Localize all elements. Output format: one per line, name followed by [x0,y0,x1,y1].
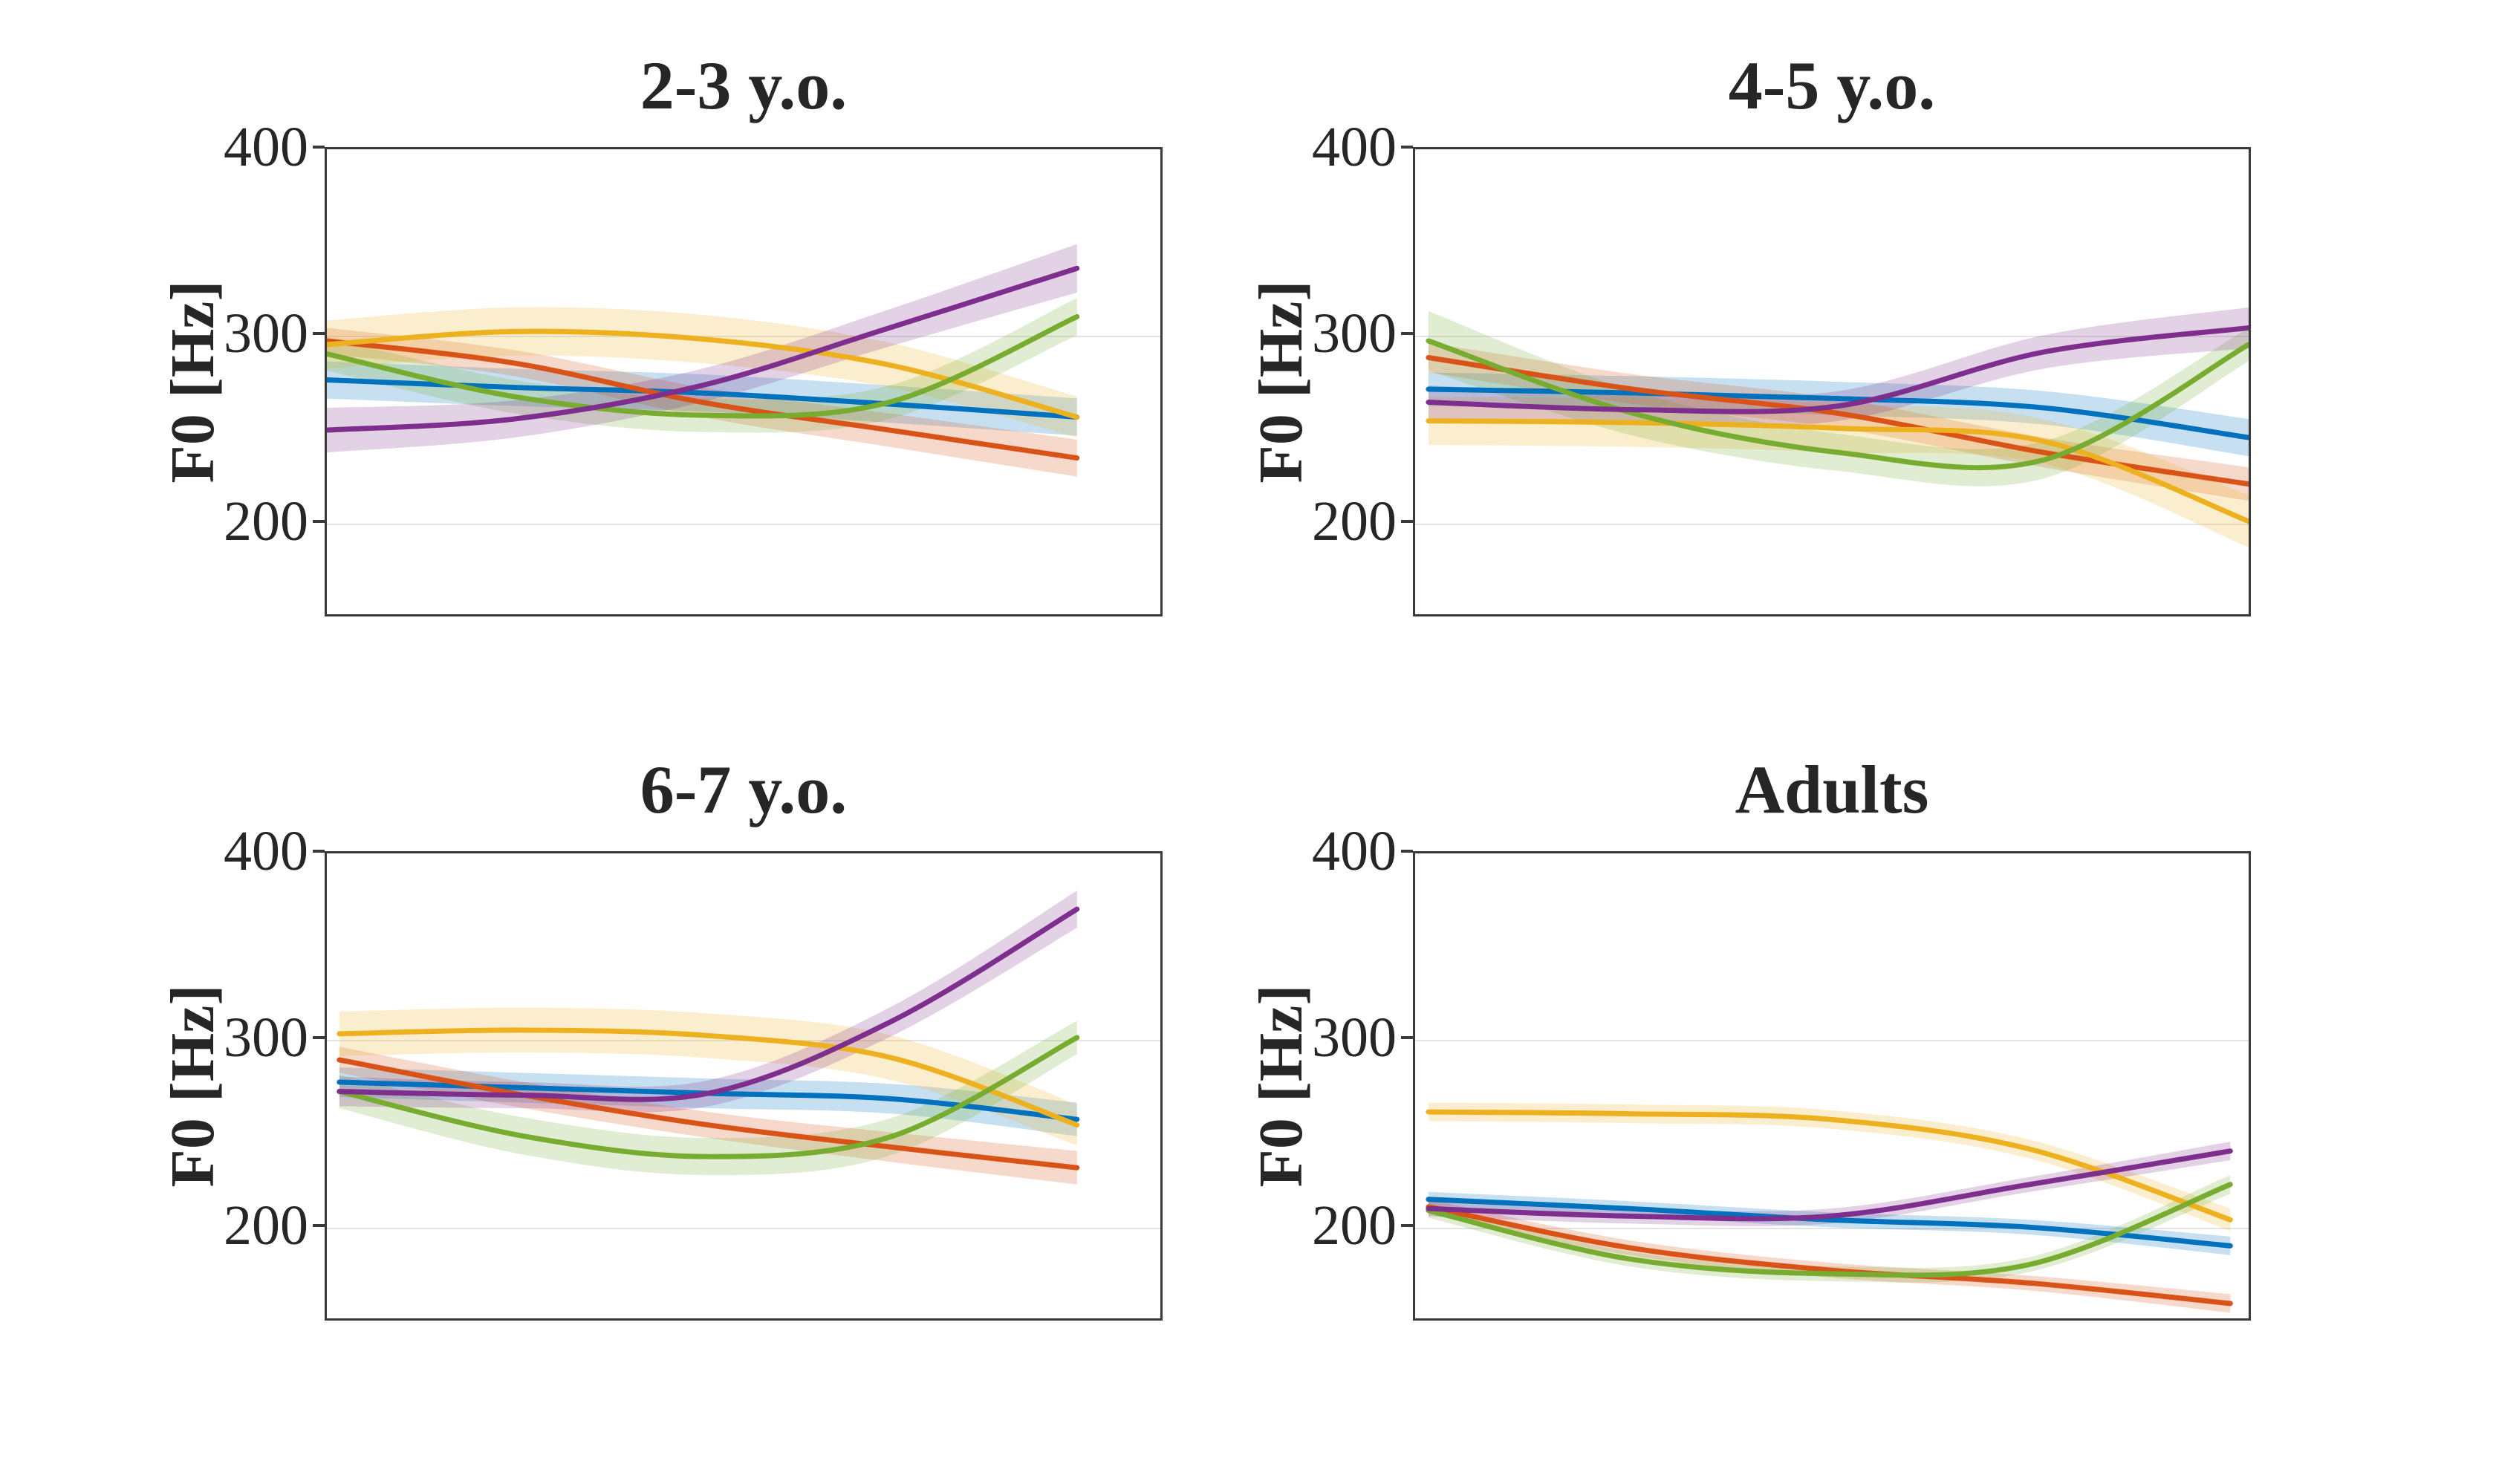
series-line-green [337,1035,1080,1159]
y-axis-label: F0 [Hz] [157,984,227,1188]
series-band-blue [339,1067,1077,1136]
series-band-purple [1428,1142,2231,1226]
y-axis-label: F0 [Hz] [1246,280,1316,484]
gridline-200 [327,1227,1160,1229]
y-tick-label-400: 400 [1312,116,1397,178]
series-band-purple [1428,307,2249,426]
chart-canvas-2-3-yo [327,244,1080,477]
chart-title-2-3-yo: 2-3 y.o. [640,48,848,123]
y-axis-label: F0 [Hz] [1246,984,1316,1188]
gridline-300 [327,335,1160,337]
series-line-gold [1426,418,2249,524]
chart-canvas-adults [1426,1102,2233,1313]
y-tick-mark [1401,850,1413,853]
series-line-purple [1426,1148,2233,1222]
series-line-red-orange [327,338,1080,461]
series-band-gold [1428,397,2249,547]
gridline-200 [1415,1227,2249,1229]
plot-area-adults [1413,851,2251,1321]
chart-title-6-7-yo: 6-7 y.o. [640,752,848,827]
y-tick-label-300: 300 [224,1006,308,1069]
gridline-200 [1415,523,2249,525]
gridline-300 [1415,335,2249,337]
series-line-green [327,313,1080,419]
y-tick-label-300: 300 [224,302,308,365]
series-line-blue [1426,1197,2233,1249]
y-tick-mark [1401,1223,1413,1227]
y-tick-mark [1401,331,1413,335]
y-tick-mark [1401,1035,1413,1039]
y-tick-mark [1401,519,1413,523]
series-band-red-orange [339,1047,1077,1185]
y-tick-label-300: 300 [1312,1006,1397,1069]
y-tick-label-200: 200 [224,1194,308,1257]
y-tick-mark [313,1035,325,1039]
series-line-purple [337,906,1080,1102]
series-line-gold [337,1027,1080,1128]
y-tick-mark [313,850,325,853]
series-band-purple [327,244,1077,453]
chart-canvas-6-7-yo [337,891,1080,1185]
gridline-300 [1415,1039,2249,1041]
series-line-purple [327,265,1080,433]
series-line-red-orange [1426,1204,2233,1306]
series-line-green [1426,338,2249,471]
series-line-red-orange [337,1057,1080,1171]
plot-area-4-5-yo [1413,147,2251,616]
plot-area-6-7-yo [325,851,1163,1321]
series-line-gold [327,328,1080,420]
y-tick-label-200: 200 [1312,1194,1397,1257]
series-band-green [1428,1175,2231,1283]
series-line-green [1426,1182,2233,1278]
y-tick-label-200: 200 [224,489,308,553]
series-band-gold [1428,1102,2231,1231]
series-band-blue [327,361,1077,436]
y-tick-mark [313,1223,325,1227]
y-tick-mark [313,331,325,335]
chart-title-adults: Adults [1735,752,1929,827]
chart-title-4-5-yo: 4-5 y.o. [1728,48,1936,123]
y-tick-mark [313,519,325,523]
gridline-200 [327,523,1160,525]
y-tick-label-400: 400 [1312,820,1397,882]
chart-canvas-4-5-yo [1426,307,2249,547]
series-band-gold [327,307,1077,438]
y-tick-mark [313,146,325,149]
series-band-gold [339,1007,1077,1146]
y-tick-label-200: 200 [1312,489,1397,553]
y-tick-label-400: 400 [224,116,308,178]
series-line-purple [1426,325,2249,414]
y-tick-label-400: 400 [224,820,308,882]
y-tick-label-300: 300 [1312,302,1397,365]
plot-area-2-3-yo [325,147,1163,616]
y-tick-mark [1401,146,1413,149]
y-axis-label: F0 [Hz] [157,280,227,484]
